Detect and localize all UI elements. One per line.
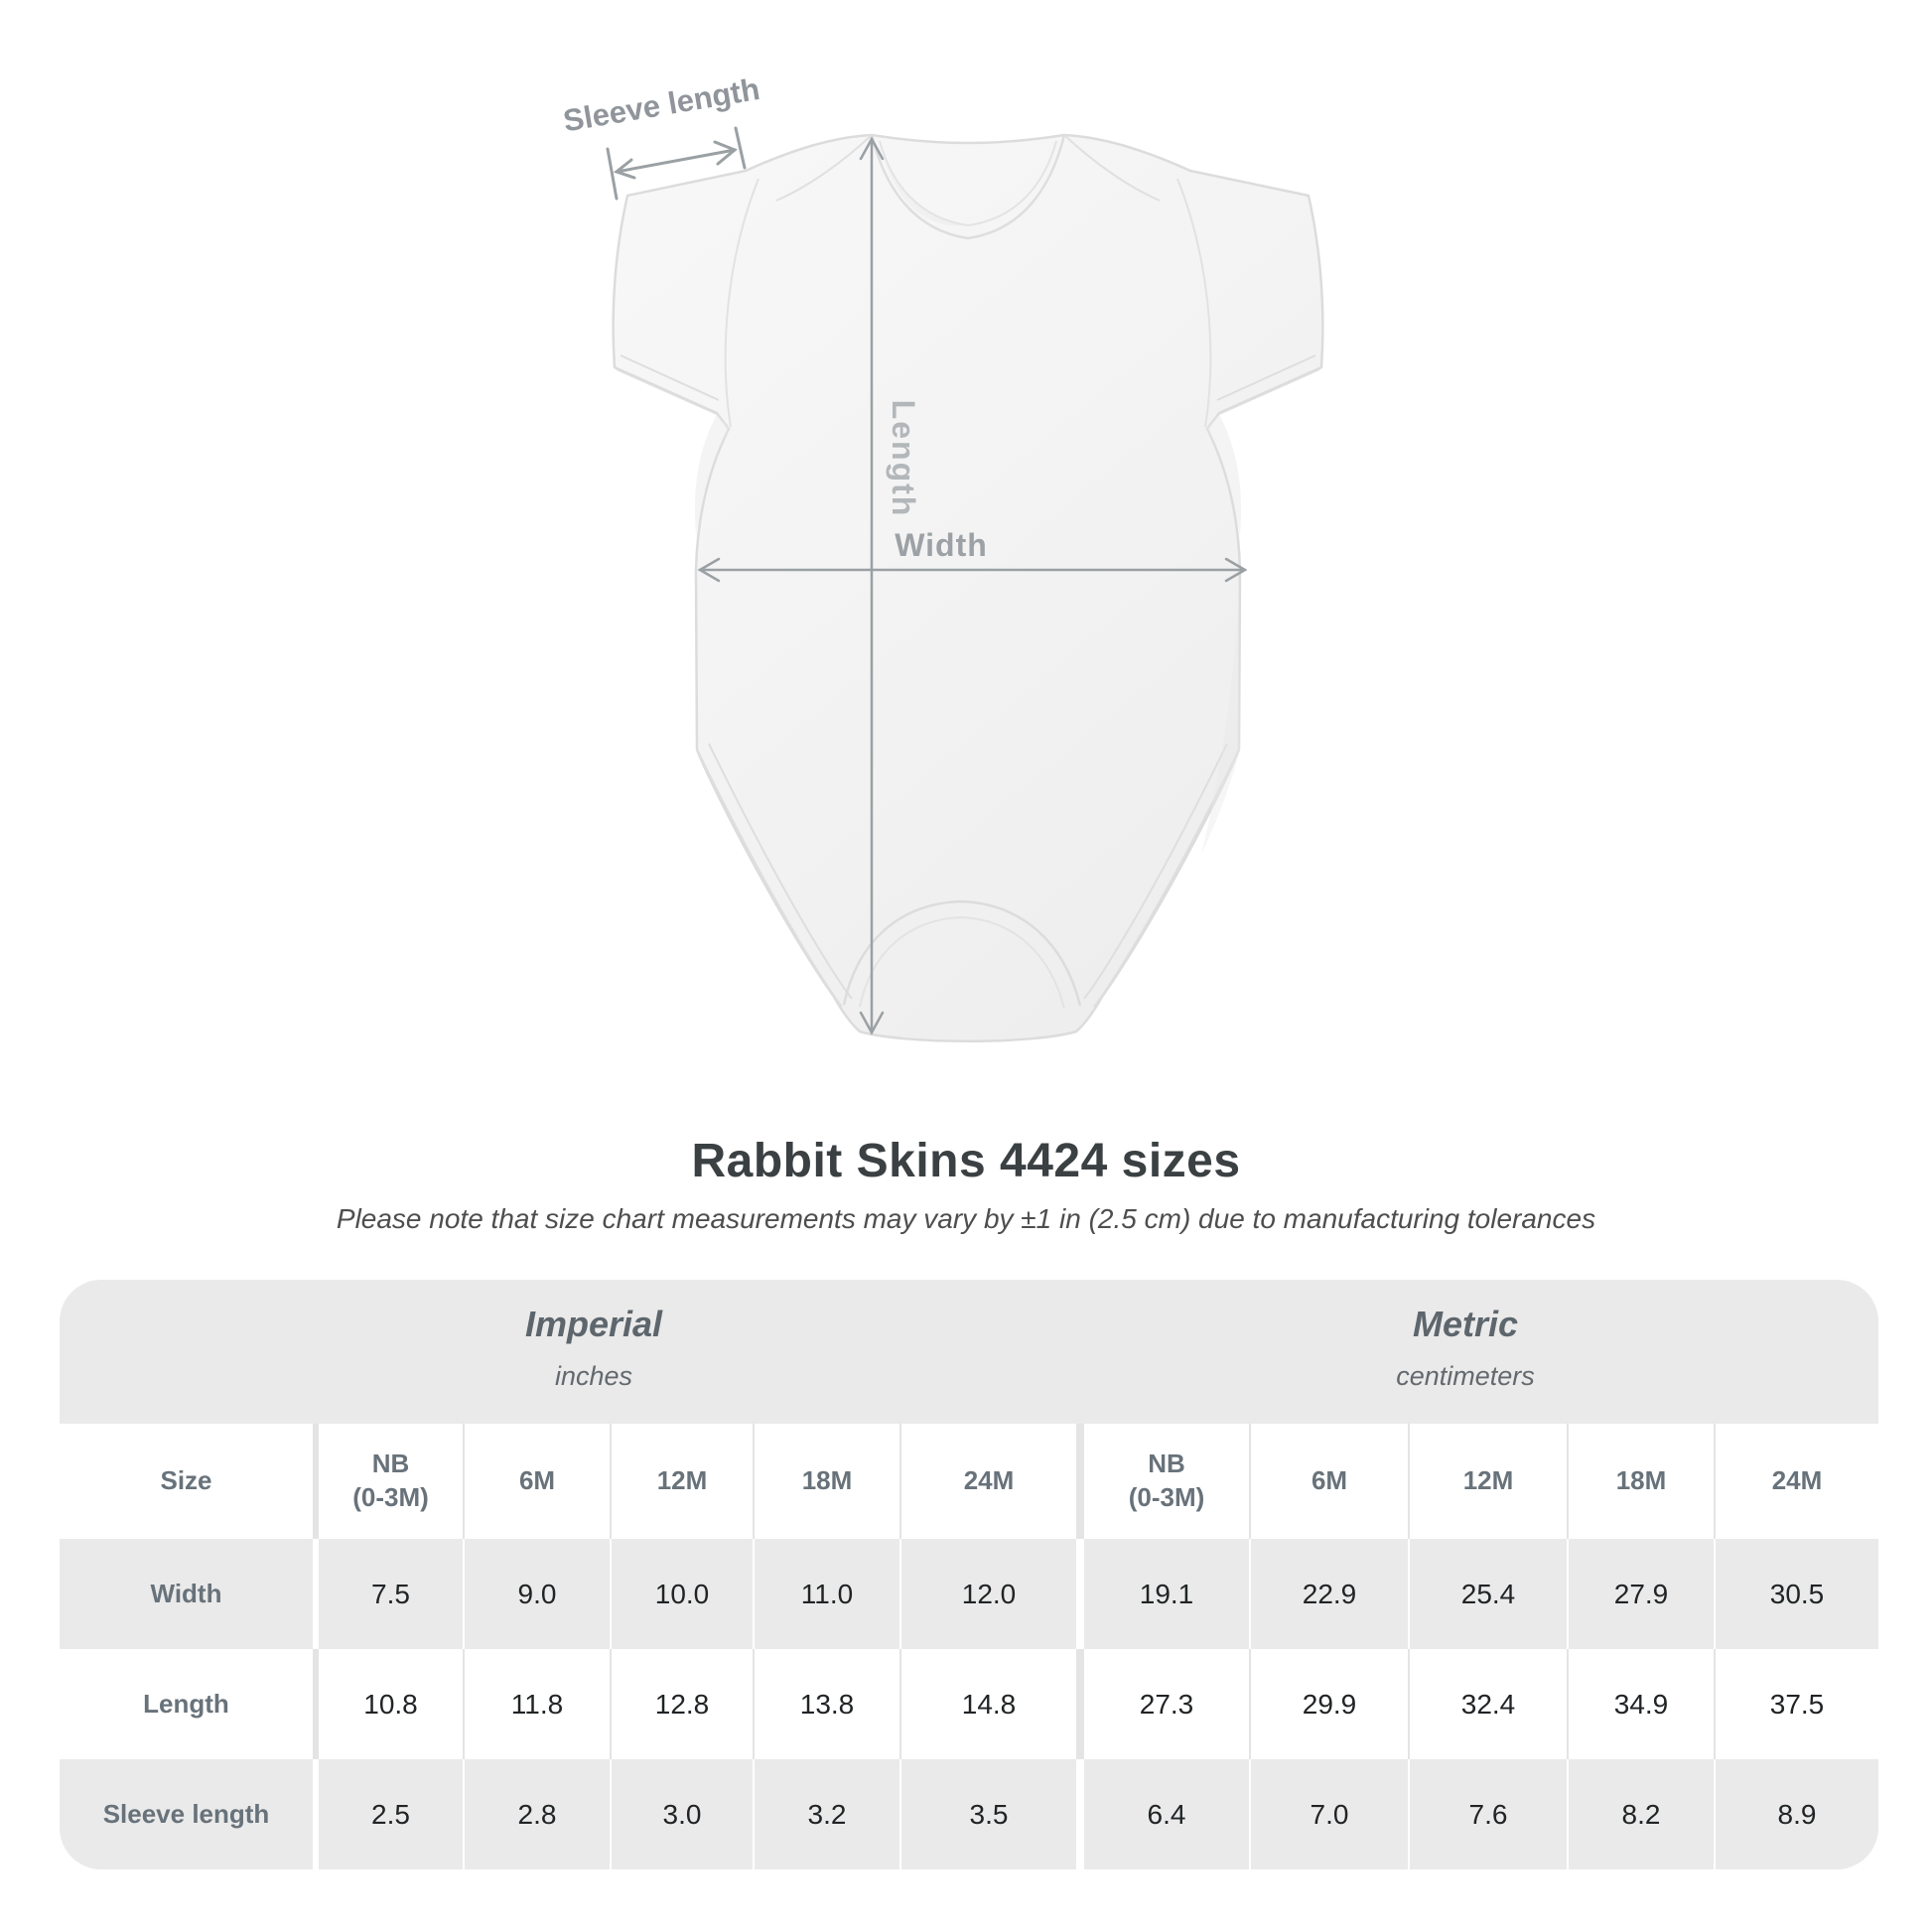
- col-header-text: 6M: [518, 1465, 556, 1496]
- col-header-6m-imperial: 6M: [465, 1424, 612, 1539]
- value-cell: 7.5: [319, 1539, 465, 1649]
- row-label-length: Length: [60, 1649, 319, 1759]
- value-cell: 12.0: [901, 1539, 1084, 1649]
- col-header-nb-imperial: NB (0-3M): [319, 1424, 465, 1539]
- value-cell: 13.8: [755, 1649, 901, 1759]
- value-cell: 6.4: [1084, 1759, 1251, 1869]
- col-header-6m-metric: 6M: [1251, 1424, 1410, 1539]
- metric-group-header: Metric centimeters: [1396, 1304, 1535, 1392]
- col-header-12m-imperial: 12M: [612, 1424, 755, 1539]
- col-header-12m-metric: 12M: [1410, 1424, 1569, 1539]
- value-cell: 12.8: [612, 1649, 755, 1759]
- value-cell: 11.8: [465, 1649, 612, 1759]
- imperial-unit: inches: [554, 1361, 633, 1391]
- size-header-text: Size: [160, 1465, 212, 1496]
- value-cell: 32.4: [1410, 1649, 1569, 1759]
- value-cell: 3.2: [755, 1759, 901, 1869]
- value-cell: 7.0: [1251, 1759, 1410, 1869]
- value-cell: 7.6: [1410, 1759, 1569, 1869]
- col-header-text: NB: [371, 1449, 410, 1479]
- size-column-header: Size: [60, 1424, 319, 1539]
- sleeve-length-measure: [606, 126, 747, 201]
- value-cell: 2.5: [319, 1759, 465, 1869]
- col-header-18m-imperial: 18M: [755, 1424, 901, 1539]
- value-cell: 37.5: [1716, 1649, 1878, 1759]
- value-cell: 9.0: [465, 1539, 612, 1649]
- value-cell: 10.8: [319, 1649, 465, 1759]
- value-cell: 27.3: [1084, 1649, 1251, 1759]
- value-cell: 22.9: [1251, 1539, 1410, 1649]
- col-header-text: NB: [1148, 1449, 1185, 1479]
- col-header-text: 6M: [1311, 1465, 1348, 1496]
- value-cell: 14.8: [901, 1649, 1084, 1759]
- value-cell: 8.9: [1716, 1759, 1878, 1869]
- value-cell: 19.1: [1084, 1539, 1251, 1649]
- col-header-text: 12M: [1462, 1465, 1514, 1496]
- width-label: Width: [895, 527, 988, 563]
- col-header-18m-metric: 18M: [1569, 1424, 1716, 1539]
- size-table: Imperial inches Metric centimeters Size …: [60, 1280, 1878, 1869]
- tolerance-note: Please note that size chart measurements…: [336, 1203, 1596, 1234]
- value-cell: 10.0: [612, 1539, 755, 1649]
- imperial-group-header: Imperial inches: [525, 1304, 662, 1392]
- page-title: Rabbit Skins 4424 sizes: [691, 1135, 1241, 1187]
- value-cell: 8.2: [1569, 1759, 1716, 1869]
- col-header-text: 18M: [1615, 1465, 1667, 1496]
- col-header-nb-metric: NB (0-3M): [1084, 1424, 1251, 1539]
- metric-label: Metric: [1412, 1304, 1519, 1344]
- length-label: Length: [886, 400, 921, 518]
- col-header-24m-imperial: 24M: [901, 1424, 1084, 1539]
- value-cell: 2.8: [465, 1759, 612, 1869]
- col-header-text: 24M: [963, 1465, 1015, 1496]
- col-header-text: 12M: [656, 1465, 708, 1496]
- width-measure: [697, 557, 1248, 583]
- value-cell: 25.4: [1410, 1539, 1569, 1649]
- value-cell: 34.9: [1569, 1649, 1716, 1759]
- col-header-subtext: (0-3M): [352, 1482, 429, 1512]
- length-measure: [859, 136, 885, 1035]
- row-label-width: Width: [60, 1539, 319, 1649]
- value-cell: 3.5: [901, 1759, 1084, 1869]
- value-cell: 11.0: [755, 1539, 901, 1649]
- col-header-text: 18M: [801, 1465, 853, 1496]
- value-cell: 3.0: [612, 1759, 755, 1869]
- row-label-sleeve-length: Sleeve length: [60, 1759, 319, 1869]
- onesie-illustration: [612, 133, 1324, 1042]
- value-cell: 29.9: [1251, 1649, 1410, 1759]
- imperial-label: Imperial: [524, 1304, 663, 1344]
- col-header-text: 24M: [1771, 1465, 1823, 1496]
- col-header-subtext: (0-3M): [1128, 1482, 1205, 1512]
- sleeve-length-label: Sleeve length: [561, 71, 762, 139]
- metric-unit: centimeters: [1396, 1361, 1535, 1391]
- value-cell: 27.9: [1569, 1539, 1716, 1649]
- units-band: Imperial inches Metric centimeters: [60, 1280, 1878, 1424]
- value-cell: 30.5: [1716, 1539, 1878, 1649]
- col-header-24m-metric: 24M: [1716, 1424, 1878, 1539]
